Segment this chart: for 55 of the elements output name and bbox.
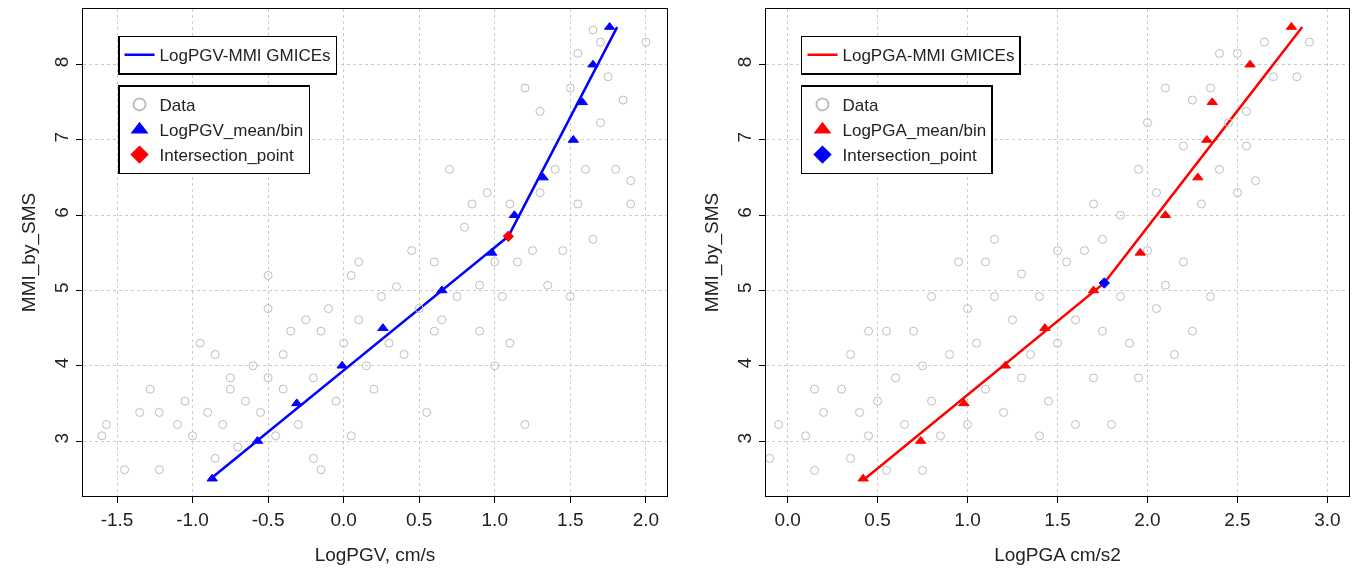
x-tick-label: 1.5 [557, 508, 584, 530]
point [958, 398, 970, 407]
legend-label: Data [842, 96, 879, 116]
point [291, 398, 303, 407]
x-tick-label: 0.5 [405, 508, 433, 530]
x-axis-title: LogPGV, cm/s [314, 543, 436, 565]
point [1201, 134, 1213, 143]
point [857, 473, 869, 482]
x-tick-label: -0.5 [251, 508, 285, 530]
y-tick-label: 7 [734, 131, 756, 143]
x-axis-title: LogPGA cm/s2 [994, 543, 1121, 565]
y-tick-label: 4 [734, 357, 756, 369]
y-tick-label: 5 [734, 282, 756, 293]
x-tick-label: -1.0 [176, 508, 209, 530]
y-tick-label: 7 [51, 131, 73, 143]
point [502, 230, 515, 243]
legend-label: LogPGV_mean/bin [159, 121, 304, 141]
x-tick-label: 2.0 [1134, 508, 1161, 530]
point [1206, 97, 1218, 106]
x-tick-label: 2.0 [632, 508, 660, 530]
point [587, 59, 599, 68]
point [1192, 172, 1204, 181]
legend-label: Intersection_point [159, 146, 295, 166]
x-tick-label: 0.0 [330, 508, 357, 530]
x-tick-label: 1.0 [481, 508, 508, 530]
point [537, 172, 549, 181]
y-tick-label: 6 [51, 207, 73, 218]
x-tick-label: 0.5 [864, 508, 891, 530]
x-tick-label: 1.5 [1044, 508, 1071, 530]
point [486, 247, 498, 256]
point [436, 285, 448, 294]
y-axis-title: MMI_by_SMS [18, 192, 41, 313]
point [1098, 277, 1110, 289]
y-tick-label: 8 [734, 56, 756, 68]
y-tick-label: 8 [51, 56, 73, 68]
x-tick-label: -1.5 [100, 508, 134, 530]
legend-label: Data [159, 96, 196, 116]
legend-label: LogPGA-MMI GMICEs [842, 46, 1015, 66]
point [1134, 247, 1146, 256]
legend-label: Intersection_point [842, 146, 977, 166]
y-tick-label: 6 [734, 207, 756, 218]
x-tick-label: 2.5 [1224, 508, 1251, 530]
x-tick-label: 3.0 [1314, 508, 1341, 530]
y-tick-label: 3 [734, 432, 756, 444]
y-axis-title: MMI_by_SMS [701, 192, 724, 313]
point [1244, 59, 1256, 68]
y-tick-label: 5 [51, 282, 73, 293]
x-tick-label: 1.0 [954, 508, 981, 530]
y-tick-label: 4 [51, 357, 73, 369]
point [206, 473, 218, 482]
x-tick-label: 0.0 [774, 508, 801, 530]
legend-label: LogPGA_mean/bin [842, 121, 987, 141]
point [336, 360, 348, 369]
y-tick-label: 3 [51, 432, 73, 444]
legend-label: LogPGV-MMI GMICEs [159, 46, 331, 66]
